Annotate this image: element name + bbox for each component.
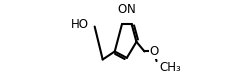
Text: HO: HO xyxy=(71,18,89,31)
Text: O: O xyxy=(149,45,159,58)
Text: N: N xyxy=(127,3,136,16)
Text: O: O xyxy=(117,3,127,16)
Text: CH₃: CH₃ xyxy=(160,61,181,74)
